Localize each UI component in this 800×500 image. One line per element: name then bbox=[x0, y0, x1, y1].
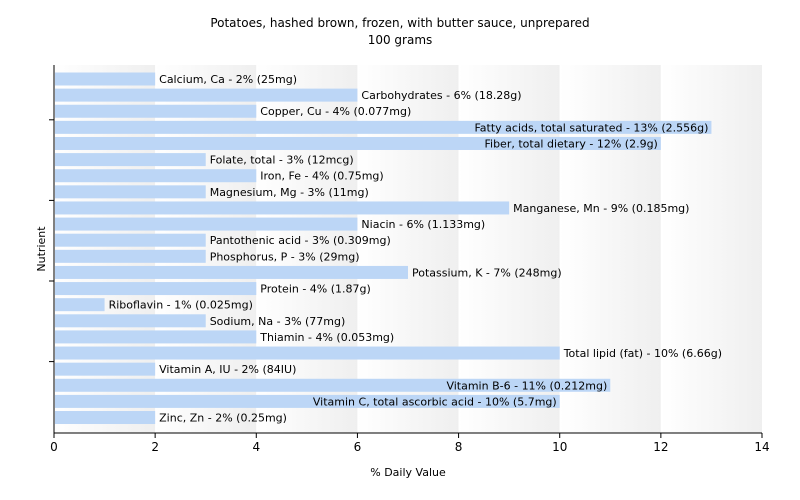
y-axis-label: Nutrient bbox=[35, 226, 48, 272]
y-ticks bbox=[49, 119, 54, 363]
bar bbox=[55, 217, 358, 231]
bar bbox=[55, 411, 156, 425]
bar-label: Iron, Fe - 4% (0.75mg) bbox=[260, 170, 383, 183]
grid-band bbox=[54, 65, 156, 433]
chart-subtitle: 100 grams bbox=[368, 33, 433, 47]
chart-title: Potatoes, hashed brown, frozen, with but… bbox=[210, 16, 589, 30]
x-tick-label: 6 bbox=[354, 440, 362, 454]
x-tick-label: 8 bbox=[455, 440, 463, 454]
bar-label: Copper, Cu - 4% (0.077mg) bbox=[260, 105, 411, 118]
bar bbox=[55, 88, 358, 102]
x-ticks: 0 2 4 6 8 10 12 14 bbox=[50, 433, 770, 454]
bar bbox=[55, 330, 257, 344]
bar bbox=[55, 153, 206, 167]
bar-label: Vitamin C, total ascorbic acid - 10% (5.… bbox=[313, 395, 557, 408]
grid-band bbox=[660, 65, 762, 433]
bar-label: Carbohydrates - 6% (18.28g) bbox=[361, 89, 521, 102]
bar-label: Fatty acids, total saturated - 13% (2.55… bbox=[474, 121, 708, 134]
x-tick-label: 12 bbox=[653, 440, 668, 454]
bar-label: Vitamin B-6 - 11% (0.212mg) bbox=[446, 379, 607, 392]
bar-label: Potassium, K - 7% (248mg) bbox=[412, 266, 562, 279]
x-tick-label: 4 bbox=[252, 440, 260, 454]
bar bbox=[55, 233, 206, 247]
bar-label: Protein - 4% (1.87g) bbox=[260, 283, 371, 296]
bar bbox=[55, 362, 156, 376]
grid-band bbox=[357, 65, 459, 433]
bar-label: Pantothenic acid - 3% (0.309mg) bbox=[210, 234, 391, 247]
bar bbox=[55, 120, 712, 134]
bar bbox=[55, 265, 408, 279]
axes-group bbox=[53, 65, 762, 434]
bar-label: Niacin - 6% (1.133mg) bbox=[361, 218, 485, 231]
bars-group: Calcium, Ca - 2% (25mg) Carbohydrates - 6… bbox=[55, 72, 722, 425]
bar-label: Magnesium, Mg - 3% (11mg) bbox=[210, 186, 369, 199]
bar-label: Calcium, Ca - 2% (25mg) bbox=[159, 73, 297, 86]
bar-label: Folate, total - 3% (12mcg) bbox=[210, 154, 354, 167]
bar-label: Zinc, Zn - 2% (0.25mg) bbox=[159, 412, 287, 425]
bar bbox=[55, 201, 510, 215]
bar bbox=[55, 249, 206, 263]
bar bbox=[55, 282, 257, 296]
grid-band bbox=[256, 65, 358, 433]
bar-label: Phosphorus, P - 3% (29mg) bbox=[210, 250, 360, 263]
grid-band bbox=[155, 65, 257, 433]
bar-label: Total lipid (fat) - 10% (6.66g) bbox=[563, 347, 722, 360]
grid-bands bbox=[54, 65, 762, 433]
bar-label: Fiber, total dietary - 12% (2.9g) bbox=[484, 137, 657, 150]
bar-label: Riboflavin - 1% (0.025mg) bbox=[109, 299, 253, 312]
bar-label: Thiamin - 4% (0.053mg) bbox=[259, 331, 394, 344]
bar bbox=[55, 346, 560, 360]
bar bbox=[55, 185, 206, 199]
bar bbox=[55, 169, 257, 183]
bar-label: Manganese, Mn - 9% (0.185mg) bbox=[513, 202, 689, 215]
bar-label: Sodium, Na - 3% (77mg) bbox=[210, 315, 346, 328]
bar bbox=[55, 136, 661, 150]
bar bbox=[55, 72, 156, 86]
bar-label: Vitamin A, IU - 2% (84IU) bbox=[159, 363, 296, 376]
grid-band bbox=[559, 65, 661, 433]
bar bbox=[55, 298, 105, 312]
x-tick-label: 14 bbox=[754, 440, 769, 454]
bar bbox=[55, 378, 611, 392]
bar bbox=[55, 394, 560, 408]
grid-band bbox=[458, 65, 560, 433]
x-tick-label: 0 bbox=[50, 440, 58, 454]
x-axis-label: % Daily Value bbox=[370, 466, 446, 479]
bar bbox=[55, 104, 257, 118]
x-tick-label: 2 bbox=[151, 440, 159, 454]
bar bbox=[55, 314, 206, 328]
x-tick-label: 10 bbox=[552, 440, 567, 454]
